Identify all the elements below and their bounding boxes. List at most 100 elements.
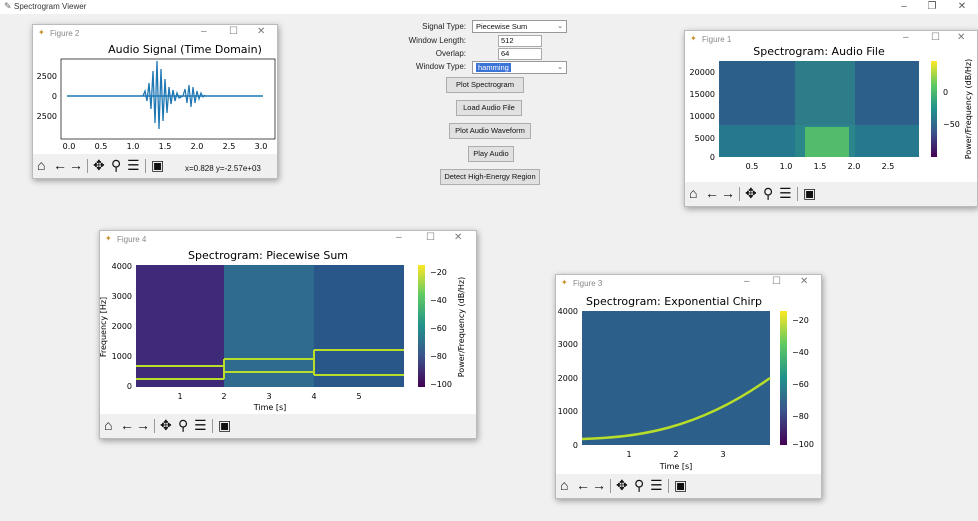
x-tick-label: 3 (266, 392, 271, 401)
forward-icon[interactable]: → (721, 185, 735, 201)
save-icon[interactable]: ▣ (803, 185, 817, 201)
cursor-coordinates: x=0.828 y=-2.57e+03 (185, 164, 261, 173)
signal-type-select[interactable]: Piecewise Sum ⌄ (472, 20, 567, 33)
window-length-label: Window Length: (408, 36, 466, 45)
back-icon[interactable]: ← (120, 417, 134, 433)
figure-toolbar: ⌂ ← → ✥ ⚲ ☰ ▣ (556, 474, 821, 498)
pan-icon[interactable]: ✥ (93, 157, 105, 173)
y-tick-label: 0 (710, 153, 715, 162)
figure-title: Figure 4 (117, 235, 147, 244)
close-button[interactable]: ✕ (257, 26, 266, 37)
detect-high-energy-region-button[interactable]: Detect High-Energy Region (440, 169, 540, 185)
pan-icon[interactable]: ✥ (616, 477, 628, 493)
x-tick-label: 1.5 (159, 142, 172, 151)
chevron-down-icon: ⌄ (557, 23, 563, 30)
y-tick-label: 15000 (690, 90, 715, 99)
zoom-icon[interactable]: ⚲ (763, 185, 774, 201)
x-tick-label: 3.0 (255, 142, 268, 151)
x-tick-label: 1 (177, 392, 182, 401)
colorbar-tick-label: −60 (792, 380, 809, 389)
minimize-button[interactable]: – (903, 32, 909, 43)
colorbar-tick-label: 0 (943, 88, 948, 97)
window-type-select[interactable]: hamming ⌄ (472, 61, 567, 74)
maximize-button[interactable]: ☐ (426, 232, 435, 243)
save-icon[interactable]: ▣ (218, 417, 232, 433)
colorbar (780, 311, 787, 445)
close-button[interactable]: ✕ (800, 276, 809, 287)
x-tick-label: 2 (673, 450, 678, 459)
colorbar-tick-label: −80 (430, 352, 447, 361)
y-tick-label: 5000 (695, 134, 715, 143)
x-tick-label: 2.5 (882, 162, 895, 171)
forward-icon[interactable]: → (592, 477, 606, 493)
figure-2-window[interactable]: ✦ Figure 2 – ☐ ✕ Audio Signal (Time Doma… (32, 24, 278, 179)
home-icon[interactable]: ⌂ (104, 417, 113, 433)
y-tick-label: 2000 (112, 322, 132, 331)
x-tick-label: 1 (626, 450, 631, 459)
maximize-button[interactable]: ❐ (927, 1, 937, 12)
pan-icon[interactable]: ✥ (160, 417, 172, 433)
colorbar-tick-label: −100 (430, 380, 452, 389)
colorbar-tick-label: −20 (430, 268, 447, 277)
minimize-button[interactable]: – (901, 1, 907, 12)
zoom-icon[interactable]: ⚲ (634, 477, 645, 493)
configure-icon[interactable]: ☰ (779, 185, 792, 201)
figure-toolbar: ⌂ ← → ✥ ⚲ ☰ ▣ (100, 414, 476, 438)
zoom-icon[interactable]: ⚲ (178, 417, 189, 433)
back-icon[interactable]: ← (705, 185, 719, 201)
colorbar-tick-label: −40 (792, 348, 809, 357)
figure-titlebar: ✦ Figure 1 – ☐ ✕ (685, 31, 977, 47)
plot-audio-waveform-button[interactable]: Plot Audio Waveform (449, 123, 531, 139)
toolbar-separator (212, 419, 213, 433)
minimize-button[interactable]: – (201, 26, 207, 37)
x-tick-label: 1.5 (814, 162, 827, 171)
toolbar-separator (87, 159, 88, 173)
y-tick-label: 2500 (37, 72, 57, 81)
figure-title: Figure 2 (50, 29, 80, 38)
maximize-button[interactable]: ☐ (229, 26, 238, 37)
close-button[interactable]: ✕ (957, 1, 967, 12)
maximize-button[interactable]: ☐ (772, 276, 781, 287)
play-audio-button[interactable]: Play Audio (468, 146, 514, 162)
energy-burst-low (805, 127, 849, 157)
exponential-chirp-chart: Spectrogram: Exponential Chirp 4000 3000… (558, 295, 814, 471)
save-icon[interactable]: ▣ (674, 477, 688, 493)
figure-titlebar: ✦ Figure 4 – ☐ ✕ (100, 231, 476, 247)
y-tick-label: 3000 (112, 292, 132, 301)
figure-1-window[interactable]: ✦ Figure 1 – ☐ ✕ Spectrogram: Audio File… (684, 30, 978, 207)
forward-icon[interactable]: → (136, 417, 150, 433)
configure-icon[interactable]: ☰ (194, 417, 207, 433)
close-button[interactable]: ✕ (454, 232, 463, 243)
plot-spectrogram-button[interactable]: Plot Spectrogram (446, 77, 524, 93)
pan-icon[interactable]: ✥ (745, 185, 757, 201)
configure-icon[interactable]: ☰ (650, 477, 663, 493)
minimize-button[interactable]: – (744, 276, 750, 287)
load-audio-file-button[interactable]: Load Audio File (456, 100, 522, 116)
y-tick-label: 0 (52, 92, 57, 101)
x-tick-label: 0.5 (95, 142, 108, 151)
chart-title: Audio Signal (Time Domain) (108, 43, 262, 56)
x-tick-label: 0.0 (63, 142, 76, 151)
mid-region (224, 265, 314, 387)
window-length-input[interactable]: 512 (498, 35, 542, 47)
chart-title: Spectrogram: Exponential Chirp (586, 295, 762, 308)
home-icon[interactable]: ⌂ (37, 157, 46, 173)
home-icon[interactable]: ⌂ (560, 477, 569, 493)
colorbar (418, 265, 425, 387)
maximize-button[interactable]: ☐ (931, 32, 940, 43)
save-icon[interactable]: ▣ (151, 157, 165, 173)
overlap-input[interactable]: 64 (498, 48, 542, 60)
figure-4-window[interactable]: ✦ Figure 4 – ☐ ✕ Spectrogram: Piecewise … (99, 230, 477, 439)
figure-3-window[interactable]: ✦ Figure 3 – ☐ ✕ Spectrogram: Exponentia… (555, 274, 822, 499)
minimize-button[interactable]: – (396, 232, 402, 243)
spectrogram-area[interactable] (582, 311, 770, 445)
forward-icon[interactable]: → (69, 157, 83, 173)
configure-icon[interactable]: ☰ (127, 157, 140, 173)
audio-signal-chart: Audio Signal (Time Domain) 2500 0 2500 0… (37, 43, 276, 151)
close-button[interactable]: ✕ (957, 32, 966, 43)
home-icon[interactable]: ⌂ (689, 185, 698, 201)
chart-title: Spectrogram: Piecewise Sum (188, 249, 348, 262)
back-icon[interactable]: ← (53, 157, 67, 173)
zoom-icon[interactable]: ⚲ (111, 157, 122, 173)
back-icon[interactable]: ← (576, 477, 590, 493)
